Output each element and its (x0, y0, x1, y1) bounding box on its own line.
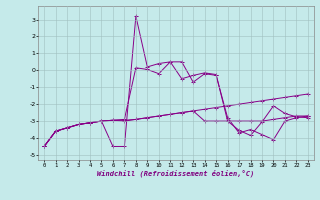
X-axis label: Windchill (Refroidissement éolien,°C): Windchill (Refroidissement éolien,°C) (97, 169, 255, 177)
